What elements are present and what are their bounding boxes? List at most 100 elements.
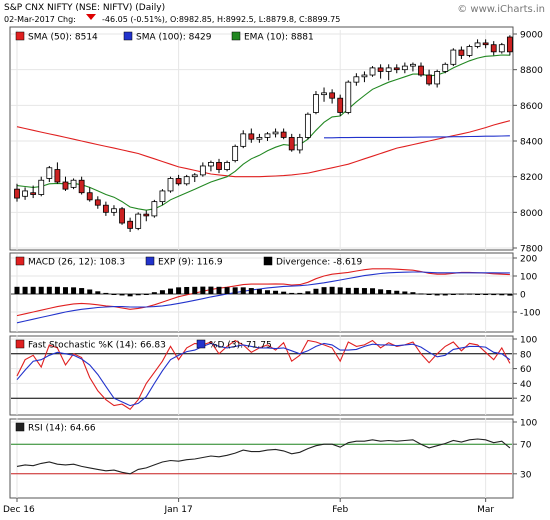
rsi-legend-swatch [15,422,25,432]
candle-down [143,213,150,217]
candle-up [353,76,360,83]
candle-up [304,113,311,138]
divergence-bar [434,294,440,296]
stoch-tick-label: 40 [520,380,532,390]
candle-up [224,161,230,170]
stoch-d-line [16,342,511,407]
down-arrow-icon [86,14,96,20]
chart-change-text: -46.05 (-0.51%), O:8982.85, H:8992.5, L:… [102,15,340,24]
candle-up [135,213,142,229]
candle-up [361,74,368,78]
divergence-bar [256,289,262,294]
macd-legend-swatch [263,256,273,266]
divergence-bar [353,287,359,294]
price-tick-label: 8400 [520,138,543,148]
stoch-tick-label: 80 [520,350,532,360]
stochastic-panel [9,335,514,416]
divergence-bar [458,293,464,295]
candle-up [208,161,214,167]
divergence-bar [143,294,149,295]
divergence-bar [491,294,497,296]
price-tick-label: 7800 [520,245,543,255]
stoch-legend-label: %D (3): 71.75 [209,341,272,351]
candle-up [321,92,327,96]
candle-up [183,176,190,185]
stoch-legend-label: Fast Stochastic %K (14): 66.83 [28,341,166,351]
divergence-bar [426,294,432,295]
divergence-bar [216,286,222,294]
divergence-bar [54,286,60,294]
candle-down [377,67,384,72]
candle-down [506,36,513,53]
price-legend-label: EMA (10): 8881 [244,33,314,43]
x-tick-label: Mar [477,505,494,515]
y-axis-labels: 7800 8000 8200 8400 8600 8800 9000 -100 0 100 200 2… [520,31,543,481]
divergence-bar [14,286,20,294]
price-tick-label: 8000 [520,209,543,219]
divergence-bar [71,287,77,294]
candle-up [240,133,247,147]
candle-up [442,63,449,72]
price-tick-label: 8800 [520,66,543,76]
divergence-bar [273,290,279,294]
rsi-line [16,438,511,475]
price-legend-swatch [123,31,133,41]
divergence-bar [442,294,448,296]
divergence-bar [208,286,214,294]
macd-tick-label: 100 [520,273,537,283]
candle-up [199,165,206,176]
macd-legend-label: EXP (9): 116.9 [158,258,223,268]
macd-tick-label: -100 [520,309,541,319]
candle-up [232,145,239,162]
price-tick-label: 9000 [520,31,543,41]
macd-legend-label: Divergence: -8.619 [276,258,362,268]
stoch-tick-label: 20 [520,395,532,405]
candle-up [272,131,279,135]
stoch-tick-label: 100 [520,336,537,346]
candle-up [401,65,408,71]
candle-up [385,67,392,72]
candle-up [313,94,319,113]
price-legend-label: SMA (100): 8429 [136,33,212,43]
divergence-bar [151,292,157,294]
candle-up [450,49,457,65]
divergence-bar [176,287,182,294]
divergence-bar [46,286,52,294]
divergence-bar [232,287,238,294]
candle-up [410,63,416,67]
candle-up [434,71,441,85]
chart-title: S&P CNX NIFTY (NSE: NIFTV) (Daily) [4,3,165,13]
candle-up [191,174,198,178]
divergence-bar [499,294,505,296]
candle-down [14,188,20,199]
candle-down [78,179,85,194]
x-tick-label: Dec 16 [3,505,35,515]
candle-down [127,220,134,229]
macd-legend-swatch [15,256,25,266]
divergence-bar [378,289,384,294]
sma50-line [16,120,511,178]
x-tick-label: Jan 17 [164,505,193,515]
price-legend-label: SMA (50): 8514 [28,33,98,43]
candle-up [70,179,77,188]
stoch-k-line [16,339,511,411]
candle-down [426,74,432,85]
candle-down [482,42,489,46]
divergence-bar [111,294,117,295]
candle-down [490,44,497,53]
candle-down [216,161,222,170]
candle-up [466,46,473,56]
divergence-bar [289,292,295,294]
divergence-bar [475,294,481,295]
divergence-bar [38,286,44,294]
divergence-bar [329,286,335,294]
divergence-bar [466,293,472,295]
divergence-bar [297,292,303,294]
candle-down [393,67,400,71]
candle-up [345,81,352,113]
divergence-bar [248,288,254,294]
divergence-bar [159,290,165,294]
macd-legend-swatch [145,256,155,266]
stoch-legend-swatch [15,339,25,349]
